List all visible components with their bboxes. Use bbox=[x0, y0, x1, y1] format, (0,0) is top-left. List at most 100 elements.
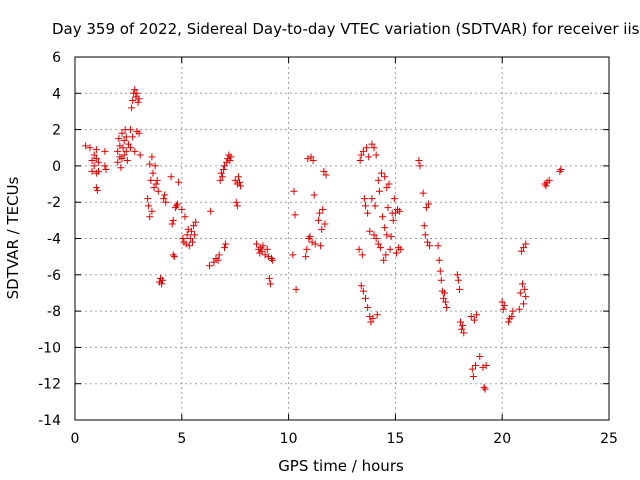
data-point bbox=[154, 187, 162, 195]
data-point bbox=[222, 240, 230, 248]
data-point bbox=[556, 167, 564, 175]
data-point bbox=[542, 182, 550, 190]
data-point bbox=[151, 162, 159, 170]
x-tick-label: 10 bbox=[280, 431, 298, 447]
data-point bbox=[454, 276, 462, 284]
data-point bbox=[305, 235, 313, 242]
data-point bbox=[378, 169, 386, 177]
data-point bbox=[88, 167, 96, 175]
data-point bbox=[367, 318, 375, 326]
data-point bbox=[223, 158, 231, 166]
data-point bbox=[265, 274, 273, 282]
data-point bbox=[516, 289, 524, 297]
data-point bbox=[94, 167, 102, 175]
data-point bbox=[316, 209, 324, 217]
data-point bbox=[120, 136, 128, 144]
data-point bbox=[357, 282, 365, 290]
data-point bbox=[482, 362, 490, 370]
data-point bbox=[415, 156, 423, 164]
data-point bbox=[86, 144, 94, 152]
data-point bbox=[217, 169, 225, 177]
data-point bbox=[363, 144, 371, 152]
data-point bbox=[385, 180, 393, 188]
data-point bbox=[186, 235, 194, 242]
data-point bbox=[227, 153, 235, 161]
data-point bbox=[221, 244, 229, 252]
data-point bbox=[135, 129, 143, 137]
data-point bbox=[383, 231, 391, 239]
y-tick-label: -4 bbox=[47, 232, 61, 248]
data-points bbox=[82, 86, 565, 393]
data-point bbox=[376, 244, 384, 252]
data-point bbox=[216, 176, 224, 184]
data-point bbox=[425, 200, 433, 208]
data-point bbox=[172, 202, 180, 210]
data-point bbox=[94, 158, 102, 166]
data-point bbox=[129, 133, 137, 141]
data-point bbox=[422, 204, 430, 212]
data-point bbox=[127, 144, 135, 152]
data-point bbox=[231, 176, 239, 184]
data-point bbox=[457, 318, 465, 326]
data-point bbox=[522, 240, 530, 248]
data-point bbox=[317, 242, 325, 250]
data-point bbox=[192, 218, 200, 226]
data-point bbox=[364, 209, 372, 217]
data-point bbox=[167, 173, 175, 181]
data-point bbox=[358, 251, 366, 259]
data-point bbox=[356, 156, 364, 164]
data-point bbox=[162, 198, 170, 206]
data-point bbox=[481, 385, 489, 393]
data-point bbox=[396, 207, 404, 215]
data-point bbox=[310, 191, 318, 199]
data-point bbox=[355, 245, 363, 253]
data-point bbox=[439, 294, 447, 302]
data-point bbox=[134, 98, 142, 106]
x-tick-label: 25 bbox=[600, 431, 618, 447]
data-point bbox=[423, 238, 431, 246]
data-point bbox=[369, 314, 377, 322]
data-point bbox=[509, 307, 517, 315]
data-point bbox=[390, 195, 398, 203]
data-point bbox=[114, 147, 122, 155]
data-point bbox=[169, 251, 177, 259]
data-point bbox=[90, 151, 98, 159]
data-point bbox=[181, 213, 189, 221]
data-point bbox=[307, 153, 315, 161]
data-point bbox=[479, 363, 487, 371]
data-point bbox=[132, 93, 140, 101]
axis-tick-labels: 0 5 10 15 20 25 -14 -12 -10 -8 -6 -4 -2 0 2 4 6 bbox=[38, 50, 618, 447]
data-point bbox=[420, 222, 428, 230]
data-point bbox=[191, 231, 199, 239]
data-point bbox=[373, 311, 381, 319]
data-point bbox=[118, 129, 126, 137]
data-point bbox=[397, 245, 405, 253]
y-tick-label: 2 bbox=[52, 123, 61, 139]
data-point bbox=[291, 211, 299, 219]
data-point bbox=[315, 216, 323, 224]
data-point bbox=[389, 216, 397, 224]
data-point bbox=[361, 202, 369, 210]
x-tick-label: 20 bbox=[493, 431, 511, 447]
data-point bbox=[147, 176, 155, 184]
data-point bbox=[522, 293, 530, 301]
data-point bbox=[226, 156, 234, 164]
data-point bbox=[90, 162, 98, 170]
y-tick-label: 4 bbox=[52, 86, 61, 102]
data-point bbox=[174, 200, 182, 208]
data-point bbox=[261, 251, 269, 259]
data-point bbox=[253, 240, 261, 248]
data-point bbox=[517, 247, 525, 255]
data-point bbox=[136, 151, 144, 159]
data-point bbox=[269, 256, 277, 264]
grid-lines bbox=[75, 57, 609, 420]
data-point bbox=[221, 162, 229, 170]
data-point bbox=[392, 249, 400, 257]
data-point bbox=[178, 205, 186, 213]
data-point bbox=[289, 251, 297, 259]
data-point bbox=[160, 195, 168, 203]
x-axis-title: GPS time / hours bbox=[278, 457, 404, 475]
data-point bbox=[357, 151, 365, 159]
data-point bbox=[159, 276, 167, 284]
data-point bbox=[188, 238, 196, 246]
